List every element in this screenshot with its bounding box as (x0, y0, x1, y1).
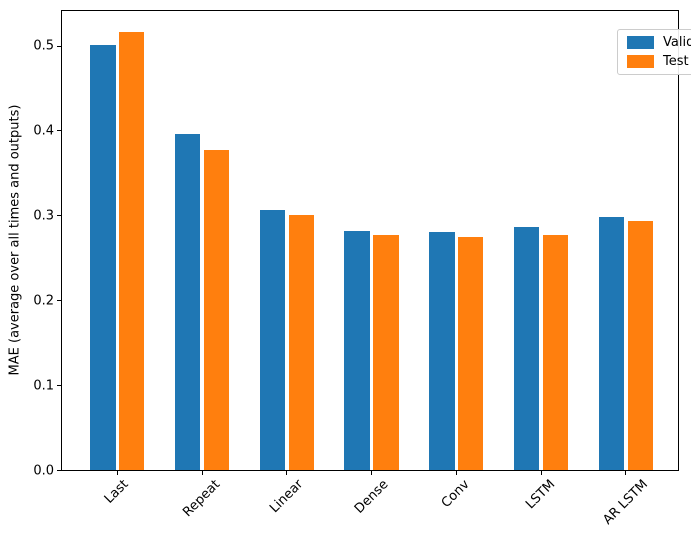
bar-test-linear (288, 215, 314, 470)
bar-validation-dense (344, 231, 370, 470)
x-tick-label-dense: Dense (351, 477, 392, 517)
bar-test-conv (458, 237, 484, 470)
bar-validation-repeat (174, 133, 201, 470)
x-tick-label-repeat: Repeat (180, 477, 224, 521)
x-tick-mark (540, 471, 542, 475)
y-tick-mark (57, 130, 61, 132)
bar-test-lstm (542, 234, 569, 470)
y-tick-label-0.1: 0.1 (33, 378, 54, 394)
y-tick-label-0.2: 0.2 (33, 293, 54, 309)
y-tick-label-0.3: 0.3 (33, 208, 54, 224)
bar-test-dense (373, 234, 399, 470)
bar-test-last (119, 31, 145, 470)
x-tick-label-lstm: LSTM (523, 477, 559, 513)
y-tick-mark (57, 45, 61, 47)
bar-validation-conv (429, 232, 455, 470)
legend-item-test: Test (627, 55, 691, 68)
legend-swatch-validation (627, 36, 654, 49)
y-axis-label: MAE (average over all times and outputs) (7, 104, 23, 376)
legend: Validation Test (617, 29, 691, 75)
x-tick-mark (286, 471, 288, 475)
x-tick-mark (116, 471, 118, 475)
x-tick-label-ar-lstm: AR LSTM (600, 477, 651, 528)
bar-validation-linear (259, 210, 286, 470)
x-tick-mark (455, 471, 457, 475)
bar-test-ar-lstm (627, 221, 653, 470)
y-tick-mark (57, 300, 61, 302)
x-tick-label-linear: Linear (266, 476, 307, 517)
y-tick-label-0.5: 0.5 (33, 38, 54, 54)
y-tick-mark (57, 215, 61, 217)
bar-validation-last (90, 44, 116, 470)
x-tick-mark (371, 471, 373, 475)
bar-validation-ar-lstm (598, 217, 625, 470)
bar-test-repeat (203, 149, 230, 470)
legend-label-validation: Validation (663, 35, 691, 50)
y-tick-label-0.0: 0.0 (33, 463, 54, 478)
bar-validation-lstm (513, 227, 540, 470)
legend-label-test: Test (663, 54, 689, 69)
x-tick-mark (625, 471, 627, 475)
plot-area: Validation Test (61, 10, 691, 471)
x-tick-label-last: Last (102, 476, 132, 507)
x-tick-mark (201, 471, 203, 475)
legend-item-validation: Validation (627, 36, 691, 49)
legend-swatch-test (627, 55, 654, 68)
y-tick-label-0.4: 0.4 (33, 123, 54, 139)
y-tick-mark (57, 470, 61, 471)
y-tick-mark (57, 385, 61, 387)
x-tick-label-conv: Conv (438, 476, 473, 511)
